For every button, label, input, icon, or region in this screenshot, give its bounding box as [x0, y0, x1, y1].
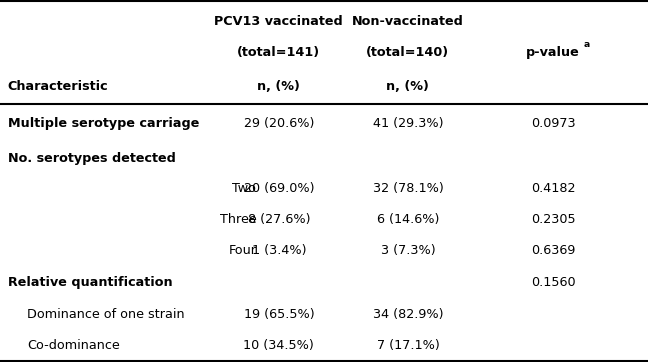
Text: Dominance of one strain: Dominance of one strain [27, 308, 185, 321]
Text: 8 (27.6%): 8 (27.6%) [248, 213, 310, 226]
Text: 0.2305: 0.2305 [531, 213, 575, 226]
Text: 29 (20.6%): 29 (20.6%) [244, 117, 314, 130]
Text: 7 (17.1%): 7 (17.1%) [376, 339, 439, 352]
Text: Non-vaccinated: Non-vaccinated [352, 14, 464, 28]
Text: (total=141): (total=141) [237, 46, 320, 59]
Text: 34 (82.9%): 34 (82.9%) [373, 308, 443, 321]
Text: 32 (78.1%): 32 (78.1%) [373, 182, 443, 195]
Text: a: a [584, 40, 590, 49]
Text: 10 (34.5%): 10 (34.5%) [244, 339, 314, 352]
Text: Characteristic: Characteristic [8, 80, 108, 93]
Text: (total=140): (total=140) [366, 46, 450, 59]
Text: 0.0973: 0.0973 [531, 117, 575, 130]
Text: 0.6369: 0.6369 [531, 244, 575, 257]
Text: Multiple serotype carriage: Multiple serotype carriage [8, 117, 199, 130]
Text: 0.4182: 0.4182 [531, 182, 575, 195]
Text: Co-dominance: Co-dominance [27, 339, 120, 352]
Text: 41 (29.3%): 41 (29.3%) [373, 117, 443, 130]
Text: PCV13 vaccinated: PCV13 vaccinated [214, 14, 343, 28]
Text: 1 (3.4%): 1 (3.4%) [251, 244, 306, 257]
Text: 3 (7.3%): 3 (7.3%) [380, 244, 435, 257]
Text: Four: Four [228, 244, 256, 257]
Text: Relative quantification: Relative quantification [8, 276, 172, 289]
Text: 20 (69.0%): 20 (69.0%) [244, 182, 314, 195]
Text: Three: Three [220, 213, 256, 226]
Text: 19 (65.5%): 19 (65.5%) [244, 308, 314, 321]
Text: p-value: p-value [526, 46, 580, 59]
Text: Two: Two [232, 182, 256, 195]
Text: 0.1560: 0.1560 [531, 276, 575, 289]
Text: 6 (14.6%): 6 (14.6%) [376, 213, 439, 226]
Text: n, (%): n, (%) [386, 80, 430, 93]
Text: No. serotypes detected: No. serotypes detected [8, 152, 176, 165]
Text: n, (%): n, (%) [257, 80, 300, 93]
